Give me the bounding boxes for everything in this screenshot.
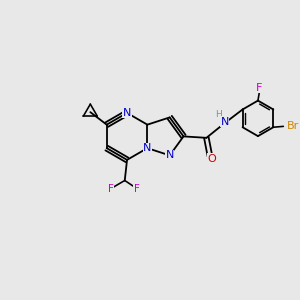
Text: N: N: [123, 108, 131, 118]
Text: N: N: [143, 143, 152, 153]
Text: N: N: [220, 116, 229, 127]
Text: F: F: [108, 184, 114, 194]
Text: Br: Br: [286, 122, 298, 131]
Text: F: F: [256, 83, 262, 93]
Text: O: O: [208, 154, 217, 164]
Text: H: H: [215, 110, 222, 119]
Text: N: N: [166, 150, 174, 161]
Text: F: F: [134, 184, 140, 194]
